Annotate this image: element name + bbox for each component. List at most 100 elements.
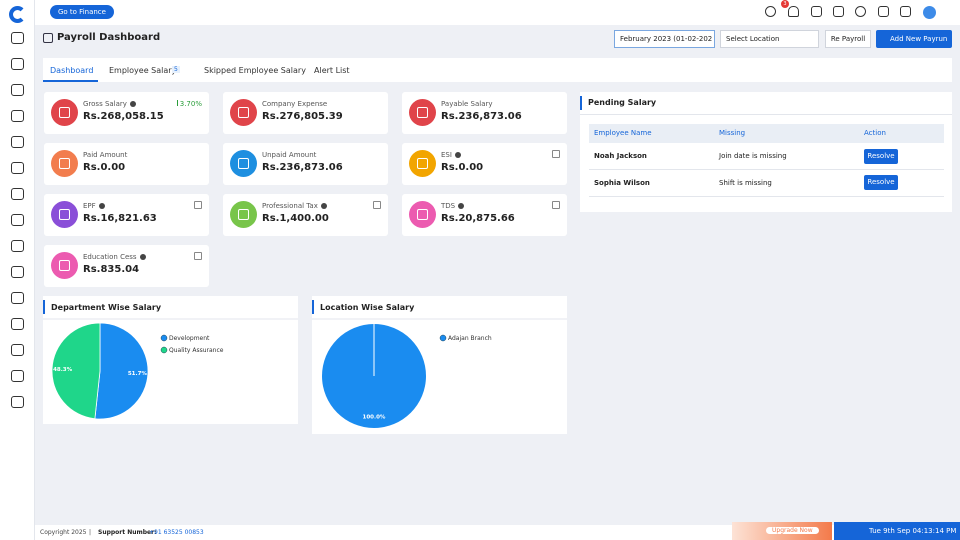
legend-label: Adajan Branch <box>448 335 492 342</box>
card-label-row: EPF <box>83 202 105 210</box>
topbar: 3 <box>35 0 960 25</box>
location-select[interactable]: Select Location <box>720 30 819 48</box>
checkbox[interactable] <box>552 201 560 209</box>
datetime: Tue 9th Sep 04:13:14 PM <box>869 527 957 535</box>
card-label-row: Company Expense <box>262 100 327 108</box>
nav-icon[interactable] <box>11 344 24 356</box>
notification-badge: 3 <box>781 0 789 8</box>
accent <box>580 96 582 110</box>
card-icon <box>51 150 78 177</box>
card-label-row: Gross Salary <box>83 100 136 108</box>
card-value: Rs.1,400.00 <box>262 213 329 224</box>
checkbox[interactable] <box>552 150 560 158</box>
help-icon <box>454 152 461 158</box>
sidebar <box>0 0 35 540</box>
stat-card: TDS Rs.20,875.66 <box>402 194 567 236</box>
pie-slice <box>51 322 101 420</box>
nav-icon[interactable] <box>11 188 24 200</box>
avatar[interactable] <box>923 6 936 19</box>
nav-icon[interactable] <box>11 292 24 304</box>
tab-badge: 5 <box>172 66 180 73</box>
legend-label: Development <box>169 335 210 342</box>
period-input[interactable]: February 2023 (01-02-202 <box>614 30 715 48</box>
nav-icon[interactable] <box>11 84 24 96</box>
nav-icon[interactable] <box>11 370 24 382</box>
tab[interactable]: Employee Salary <box>109 66 177 75</box>
card-label-row: ESI <box>441 151 461 159</box>
tab-underline <box>43 80 98 82</box>
bell-icon[interactable] <box>788 6 799 17</box>
tab[interactable]: Skipped Employee Salary <box>204 66 306 75</box>
card-value: Rs.276,805.39 <box>262 111 343 122</box>
checkbox[interactable] <box>194 252 202 260</box>
nav-icon[interactable] <box>11 240 24 252</box>
card-label: ESI <box>441 151 452 159</box>
card-label: EPF <box>83 202 96 210</box>
pending-panel: Pending Salary Employee Name Missing Act… <box>580 92 952 212</box>
nav-icon[interactable] <box>11 32 24 44</box>
stat-card: Payable Salary Rs.236,873.06 <box>402 92 567 134</box>
help-icon <box>129 101 136 107</box>
card-change: 3.70% <box>179 100 202 108</box>
nav-icon[interactable] <box>11 162 24 174</box>
scan-icon[interactable] <box>833 6 844 17</box>
notes-icon[interactable] <box>878 6 889 17</box>
stat-card: Professional Tax Rs.1,400.00 <box>223 194 388 236</box>
nav-icon[interactable] <box>11 58 24 70</box>
tab[interactable]: Dashboard <box>50 66 94 75</box>
logo[interactable] <box>9 6 26 23</box>
card-label-row: Education Cess <box>83 253 146 261</box>
support-number[interactable]: +91 63525 00853 <box>149 529 204 536</box>
accent <box>43 300 45 314</box>
checkbox[interactable] <box>194 201 202 209</box>
checkbox[interactable] <box>373 201 381 209</box>
resolve-button[interactable]: Resolve <box>864 175 898 190</box>
card-value: Rs.268,058.15 <box>83 111 164 122</box>
card-label: Gross Salary <box>83 100 127 108</box>
card-icon <box>51 252 78 279</box>
divider <box>589 169 944 170</box>
chart-title: Department Wise Salary <box>51 303 162 312</box>
stat-card: ESI Rs.0.00 <box>402 143 567 185</box>
missing: Join date is missing <box>719 152 787 160</box>
footer <box>35 525 960 540</box>
add-payrun-button[interactable]: Add New Payrun <box>876 30 952 48</box>
repayroll-button[interactable]: Re Payroll <box>825 30 871 48</box>
upgrade-label[interactable]: Upgrade Now <box>766 527 819 534</box>
card-label: Professional Tax <box>262 202 318 210</box>
nav-icon[interactable] <box>11 110 24 122</box>
card-label: Education Cess <box>83 253 137 261</box>
table-header <box>589 124 944 143</box>
card-icon <box>51 99 78 126</box>
help-icon <box>458 203 465 209</box>
settings-icon[interactable] <box>855 6 866 17</box>
nav-icon[interactable] <box>11 214 24 226</box>
resolve-button[interactable]: Resolve <box>864 149 898 164</box>
card-label: Unpaid Amount <box>262 151 317 159</box>
nav-icon[interactable] <box>11 318 24 330</box>
search-icon[interactable] <box>765 6 776 17</box>
nav-icon[interactable] <box>11 396 24 408</box>
slice-label: 48.3% <box>53 367 73 373</box>
nav-icon[interactable] <box>11 266 24 278</box>
card-icon <box>409 201 436 228</box>
copyright: Copyright 2025 <box>40 529 87 536</box>
apps-icon[interactable] <box>900 6 911 17</box>
legend-marker <box>160 334 168 342</box>
page-title: Payroll Dashboard <box>57 32 161 43</box>
card-label-row: Professional Tax <box>262 202 327 210</box>
card-value: Rs.0.00 <box>83 162 126 173</box>
tab[interactable]: Alert List <box>314 66 350 75</box>
stat-card: Company Expense Rs.276,805.39 <box>223 92 388 134</box>
lock-icon[interactable] <box>811 6 822 17</box>
help-icon <box>98 203 105 209</box>
title-icon <box>43 33 53 43</box>
finance-button[interactable]: Go to Finance <box>50 5 114 19</box>
stat-card: Unpaid Amount Rs.236,873.06 <box>223 143 388 185</box>
card-change-row: 3.70% <box>176 100 202 108</box>
employee-name: Sophia Wilson <box>594 179 650 187</box>
card-icon <box>51 201 78 228</box>
nav-icon[interactable] <box>11 136 24 148</box>
